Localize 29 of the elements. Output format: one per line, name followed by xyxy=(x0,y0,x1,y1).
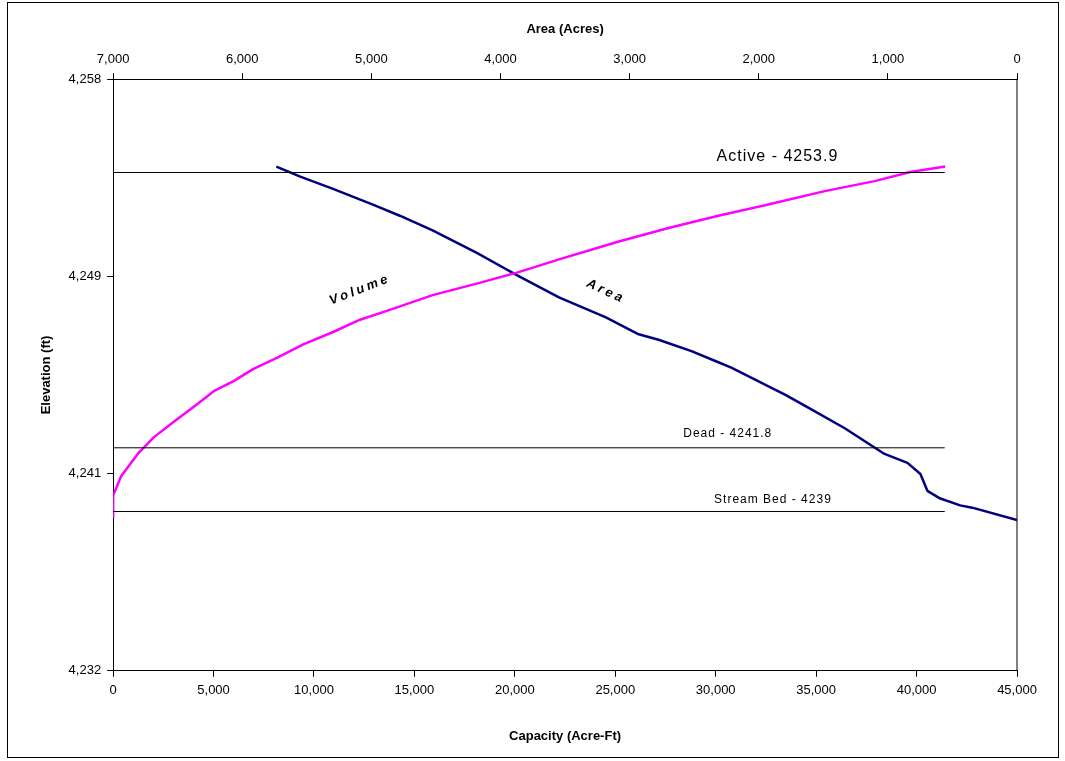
x2-tick-label: 4,000 xyxy=(484,50,517,66)
x-tick-label: 0 xyxy=(109,682,117,698)
ref-line-label: Stream Bed - 4239 xyxy=(714,491,832,506)
x2-tick-label: 0 xyxy=(1013,50,1021,66)
x2-tick-label: 7,000 xyxy=(96,50,130,66)
x2-tick-label: 5,000 xyxy=(355,50,388,66)
y-tick-label: 4,249 xyxy=(68,267,102,283)
x-tick-label: 35,000 xyxy=(796,682,837,698)
ref-line-label: Active - 4253.9 xyxy=(716,146,839,164)
x-tick-label: 25,000 xyxy=(595,682,636,698)
x-tick-label: 40,000 xyxy=(896,682,937,698)
x-tick-label: 15,000 xyxy=(394,682,435,698)
y-tick-label: 4,232 xyxy=(68,662,102,678)
y-tick-label: 4,258 xyxy=(68,70,102,86)
x2-tick-label: 2,000 xyxy=(742,50,776,66)
x-tick-label: 20,000 xyxy=(494,682,535,698)
x2-tick-label: 1,000 xyxy=(871,50,905,66)
x2-axis-title: Area (Acres) xyxy=(526,21,604,37)
x2-tick-label: 6,000 xyxy=(225,50,259,66)
x-tick-label: 45,000 xyxy=(997,682,1037,698)
x-tick-label: 10,000 xyxy=(294,682,334,698)
x-tick-label: 5,000 xyxy=(197,682,230,698)
x-axis-title: Capacity (Acre-Ft) xyxy=(509,727,622,743)
ref-line-label: Dead - 4241.8 xyxy=(683,426,773,441)
text: Area xyxy=(583,274,628,306)
x2-tick-label: 3,000 xyxy=(613,50,646,66)
x-tick-label: 30,000 xyxy=(695,682,736,698)
y-tick-label: 4,241 xyxy=(68,465,102,481)
y-axis-title: Elevation (ft) xyxy=(38,335,54,415)
